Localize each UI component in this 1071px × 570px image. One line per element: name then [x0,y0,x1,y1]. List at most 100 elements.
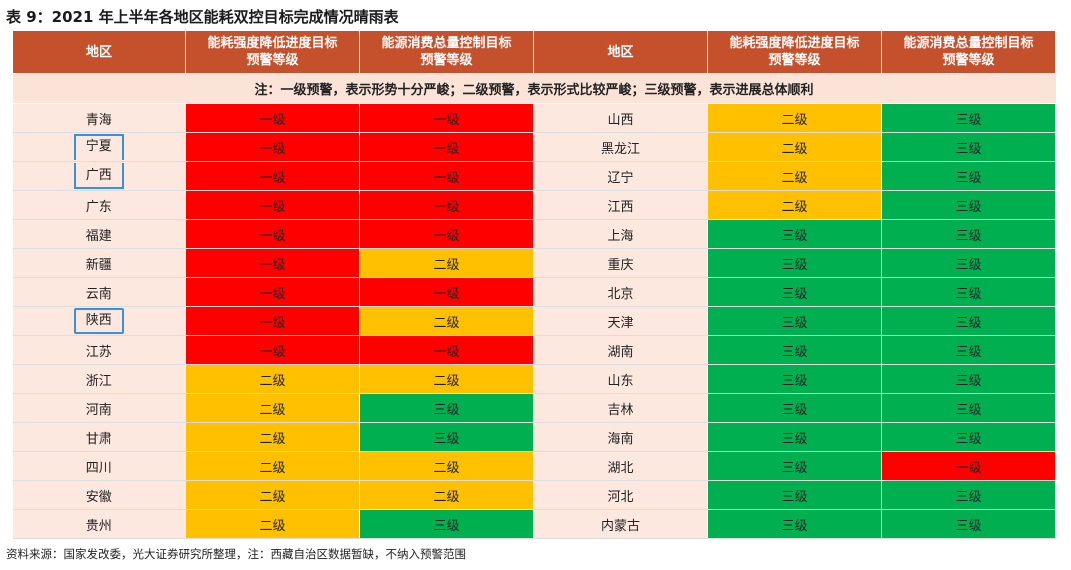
intensity-warning-level: 一级 [185,306,360,336]
intensity-warning-level: 三级 [707,393,882,423]
header-intensity-left: 能耗强度降低进度目标 预警等级 [185,31,360,74]
table-row: 安徽 二级 二级 河北 三级 三级 [12,480,1056,510]
header-intensity-line1: 能耗强度降低进度目标 [729,36,860,51]
region-cell: 云南 [12,277,186,307]
header-intensity-line2: 预警等级 [246,53,299,68]
total-warning-level: 二级 [359,306,534,336]
intensity-warning-level: 一级 [185,161,360,191]
region-cell: 湖南 [533,335,708,365]
total-warning-level: 一级 [359,103,534,133]
total-warning-level: 一级 [359,219,534,249]
total-warning-level: 三级 [359,509,534,539]
intensity-warning-level: 三级 [707,248,882,278]
header-total-line2: 预警等级 [420,53,473,68]
region-name: 江西 [607,199,634,215]
table-row: 贵州 二级 三级 内蒙古 三级 三级 [12,509,1056,539]
total-warning-level: 一级 [881,451,1056,481]
intensity-warning-level: 三级 [707,335,882,365]
table-caption: 表 9：2021 年上半年各地区能耗双控目标完成情况晴雨表 [6,8,399,26]
region-name: 云南 [85,286,112,302]
region-cell: 浙江 [12,364,186,394]
intensity-warning-level: 三级 [707,451,882,481]
region-name: 甘肃 [85,431,112,447]
header-row: 地区 能耗强度降低进度目标 预警等级 能源消费总量控制目标 预警等级 地区 能耗强度… [12,31,1056,74]
region-name: 天津 [607,315,634,331]
region-cell: 广东 [12,190,186,220]
region-name: 吉林 [607,402,634,418]
region-cell: 福建 [12,219,186,249]
region-cell: 湖北 [533,451,708,481]
total-warning-level: 二级 [359,248,534,278]
region-cell: 重庆 [533,248,708,278]
source-note: 资料来源：国家发改委，光大证券研究所整理，注：西藏自治区数据暂缺，不纳入预警范围 [6,547,466,561]
region-cell: 天津 [533,306,708,336]
table-body: 青海 一级 一级 山西 二级 三级 宁夏 一级 一级 黑龙江 二级 三级 广西 一级 一级 辽宁 二级 三级 广东一… [12,103,1056,539]
intensity-warning-level: 二级 [707,161,882,191]
header-region-right: 地区 [533,31,708,74]
table-row: 广东 一级 一级 江西 二级 三级 [12,190,1056,220]
total-warning-level: 三级 [359,393,534,423]
region-name: 山西 [607,112,634,128]
region-cell: 新疆 [12,248,186,278]
region-name: 北京 [607,286,634,302]
header-total-line2: 预警等级 [942,53,995,68]
region-name: 河北 [607,489,634,505]
region-name: 黑龙江 [600,141,640,157]
header-intensity-line2: 预警等级 [768,53,821,68]
table-row: 四川 二级 二级 湖北 三级 一级 [12,451,1056,481]
intensity-warning-level: 三级 [707,480,882,510]
region-name: 山东 [607,373,634,389]
total-warning-level: 三级 [881,248,1056,278]
total-warning-level: 三级 [881,103,1056,133]
total-warning-level: 一级 [359,190,534,220]
intensity-warning-level: 三级 [707,277,882,307]
region-name: 广西 [73,163,124,189]
table-row: 江苏 一级 一级 湖南 三级 三级 [12,335,1056,365]
table-row: 宁夏 一级 一级 黑龙江 二级 三级 [12,132,1056,162]
table-row: 青海 一级 一级 山西 二级 三级 [12,103,1056,133]
intensity-warning-level: 一级 [185,277,360,307]
region-name: 重庆 [607,257,634,273]
total-warning-level: 三级 [881,364,1056,394]
intensity-warning-level: 三级 [707,219,882,249]
region-cell: 河北 [533,480,708,510]
region-name: 河南 [85,402,112,418]
region-name: 安徽 [85,489,112,505]
region-name: 江苏 [85,344,112,360]
region-name: 内蒙古 [600,518,640,534]
region-cell: 青海 [12,103,186,133]
intensity-warning-level: 二级 [707,190,882,220]
region-cell: 上海 [533,219,708,249]
header-total-line1: 能源消费总量控制目标 [381,36,512,51]
region-name: 宁夏 [73,134,124,160]
region-cell: 广西 [12,161,186,191]
total-warning-level: 一级 [359,277,534,307]
table-row: 河南 二级 三级 吉林 三级 三级 [12,393,1056,423]
total-warning-level: 三级 [881,422,1056,452]
total-warning-level: 三级 [881,277,1056,307]
total-warning-level: 一级 [359,335,534,365]
region-name: 湖北 [607,460,634,476]
region-cell: 吉林 [533,393,708,423]
intensity-warning-level: 三级 [707,364,882,394]
region-cell: 黑龙江 [533,132,708,162]
intensity-warning-level: 二级 [185,451,360,481]
total-warning-level: 三级 [881,509,1056,539]
intensity-warning-level: 一级 [185,335,360,365]
header-intensity-right: 能耗强度降低进度目标 预警等级 [707,31,882,74]
total-warning-level: 三级 [881,219,1056,249]
table-row: 甘肃 二级 三级 海南 三级 三级 [12,422,1056,452]
region-name: 陕西 [73,308,124,334]
region-cell: 海南 [533,422,708,452]
region-name: 海南 [607,431,634,447]
region-cell: 江西 [533,190,708,220]
intensity-warning-level: 二级 [185,480,360,510]
table-row: 新疆 一级 二级 重庆 三级 三级 [12,248,1056,278]
region-cell: 甘肃 [12,422,186,452]
region-cell: 北京 [533,277,708,307]
region-cell: 内蒙古 [533,509,708,539]
intensity-warning-level: 二级 [185,509,360,539]
intensity-warning-level: 一级 [185,103,360,133]
total-warning-level: 二级 [359,364,534,394]
total-warning-level: 一级 [359,161,534,191]
